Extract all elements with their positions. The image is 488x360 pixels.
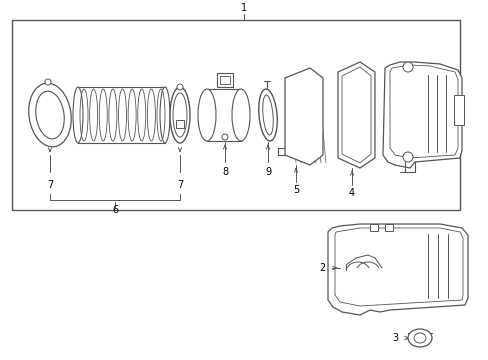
Ellipse shape xyxy=(36,91,64,139)
Text: 2: 2 xyxy=(318,263,325,273)
Polygon shape xyxy=(285,68,323,165)
Text: 7: 7 xyxy=(47,180,53,190)
Bar xyxy=(384,224,392,231)
Bar xyxy=(217,73,232,87)
Ellipse shape xyxy=(402,62,412,72)
Ellipse shape xyxy=(29,83,71,147)
Text: 7: 7 xyxy=(177,180,183,190)
Ellipse shape xyxy=(231,89,249,141)
Ellipse shape xyxy=(170,87,190,143)
Ellipse shape xyxy=(177,84,183,90)
Ellipse shape xyxy=(73,87,83,143)
Bar xyxy=(453,95,463,125)
Ellipse shape xyxy=(222,134,227,140)
Bar xyxy=(12,20,459,210)
Polygon shape xyxy=(337,62,374,168)
Bar xyxy=(369,224,377,231)
Ellipse shape xyxy=(407,329,431,347)
Text: 3: 3 xyxy=(391,333,397,343)
Text: 9: 9 xyxy=(264,167,270,177)
Text: 5: 5 xyxy=(292,185,299,195)
Ellipse shape xyxy=(262,95,273,135)
Ellipse shape xyxy=(198,89,216,141)
Bar xyxy=(220,76,229,84)
Ellipse shape xyxy=(258,89,277,141)
Ellipse shape xyxy=(45,79,51,85)
Text: 1: 1 xyxy=(241,3,246,13)
Ellipse shape xyxy=(413,333,425,343)
Ellipse shape xyxy=(160,87,170,143)
Text: 6: 6 xyxy=(112,205,118,215)
Text: 4: 4 xyxy=(348,188,354,198)
Polygon shape xyxy=(327,224,467,315)
Polygon shape xyxy=(382,62,461,168)
Bar xyxy=(176,120,183,128)
Text: 8: 8 xyxy=(222,167,227,177)
Ellipse shape xyxy=(173,93,186,137)
Ellipse shape xyxy=(402,152,412,162)
